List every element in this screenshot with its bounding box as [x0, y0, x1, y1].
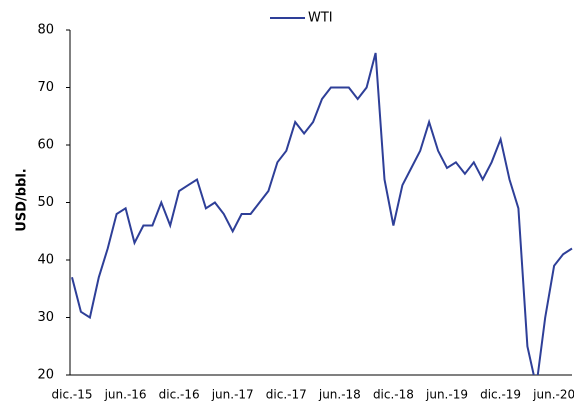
y-tick-label: 70 [37, 80, 54, 95]
y-tick-label: 60 [37, 138, 54, 153]
x-tick-label: dic.-17 [266, 388, 307, 402]
y-axis-label: USD/bbl. [15, 168, 30, 231]
y-tick-label: 20 [37, 368, 54, 383]
y-tick-label: 50 [37, 195, 54, 210]
x-tick-label: dic.-16 [159, 388, 200, 402]
x-tick-label: jun.-19 [425, 388, 468, 402]
x-tick-label: dic.-18 [373, 388, 414, 402]
x-tick-label: dic.-19 [480, 388, 521, 402]
x-tick-label: jun.-16 [104, 388, 147, 402]
legend-label: WTI [308, 11, 333, 26]
y-tick-label: 80 [37, 23, 54, 38]
x-tick-label: dic.-15 [52, 388, 93, 402]
y-tick-label: 30 [37, 310, 54, 325]
x-tick-label: jun.-17 [211, 388, 254, 402]
x-tick-label: jun.-20 [532, 388, 574, 402]
y-tick-label: 40 [37, 253, 54, 268]
x-tick-label: jun.-18 [318, 388, 361, 402]
line-series [71, 52, 573, 375]
